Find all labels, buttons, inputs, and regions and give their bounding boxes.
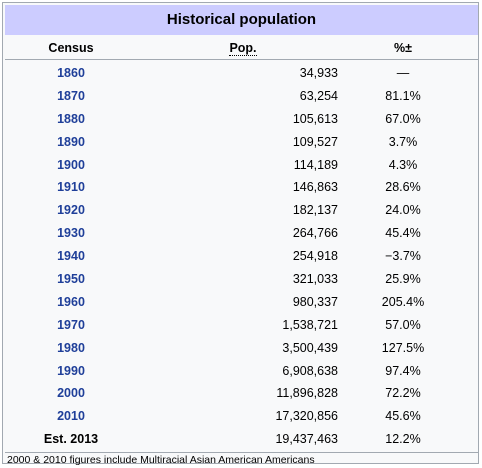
population-value: 321,033 xyxy=(292,272,338,287)
census-year-link[interactable]: 1860 xyxy=(57,66,85,80)
percent-change-value: 81.1% xyxy=(385,88,421,103)
percent-change-value: 45.6% xyxy=(385,409,421,424)
percent-change-value: 67.0% xyxy=(385,111,421,126)
population-value: 1,538,721 xyxy=(282,317,338,332)
percent-change-value: 24.0% xyxy=(385,203,421,218)
table-row: 1980 3,500,439 127.5% xyxy=(5,337,478,360)
table-row: 1890 109,527 3.7% xyxy=(5,131,478,154)
footer-divider xyxy=(5,452,478,453)
population-value: 6,908,638 xyxy=(282,363,338,378)
table-row: 1950 321,033 25.9% xyxy=(5,268,478,291)
percent-change-value: 97.4% xyxy=(385,363,421,378)
population-value: 182,137 xyxy=(292,203,338,218)
percent-change-value: 127.5% xyxy=(381,340,425,355)
population-value: 63,254 xyxy=(299,88,338,103)
population-value: 254,918 xyxy=(292,249,338,264)
census-year-link[interactable]: 1930 xyxy=(57,226,85,241)
census-year-link[interactable]: 1910 xyxy=(57,180,85,195)
table-row: 1870 63,254 81.1% xyxy=(5,85,478,108)
table-row: 1900 114,189 4.3% xyxy=(5,154,478,177)
percent-change-value: 12.2% xyxy=(385,432,421,447)
population-value: 17,320,856 xyxy=(275,409,338,424)
population-value: 19,437,463 xyxy=(275,432,338,447)
population-value: 109,527 xyxy=(292,134,338,149)
percent-change-value: 57.0% xyxy=(385,317,421,332)
census-year-link[interactable]: 1880 xyxy=(57,111,85,126)
percent-change-value: 205.4% xyxy=(381,294,425,309)
census-year-link[interactable]: 1900 xyxy=(57,157,85,172)
table-row: 1940 254,918 −3.7% xyxy=(5,245,478,268)
population-value: 264,766 xyxy=(292,226,338,241)
percent-change-value: 25.9% xyxy=(385,272,421,287)
header-census: Census xyxy=(48,41,94,55)
population-value: 105,613 xyxy=(292,111,338,126)
percent-change-value: −3.7% xyxy=(385,249,421,264)
table-row: 1920 182,137 24.0% xyxy=(5,199,478,222)
population-value: 3,500,439 xyxy=(282,340,338,355)
census-year-link[interactable]: 1960 xyxy=(57,294,85,309)
table-row: Est. 2013 19,437,463 12.2% xyxy=(5,428,478,451)
census-year-link[interactable]: 1870 xyxy=(57,88,85,103)
table-row: 2010 17,320,856 45.6% xyxy=(5,405,478,428)
population-value: 146,863 xyxy=(292,180,338,195)
table-row: 1970 1,538,721 57.0% xyxy=(5,314,478,337)
header-pct-label: %± xyxy=(394,41,412,55)
population-value: 34,933 xyxy=(299,66,338,80)
percent-change-value: 4.3% xyxy=(388,157,418,172)
census-year-link[interactable]: 1950 xyxy=(57,272,85,287)
header-population[interactable]: Pop. xyxy=(193,39,293,57)
table-row: 1880 105,613 67.0% xyxy=(5,108,478,131)
table-row: 1990 6,908,638 97.4% xyxy=(5,360,478,383)
table-row: 2000 11,896,828 72.2% xyxy=(5,382,478,405)
percent-change-value: — xyxy=(396,66,410,80)
table-row: 1860 34,933 — xyxy=(5,62,478,85)
census-year-link[interactable]: 2010 xyxy=(57,409,85,424)
header-divider xyxy=(5,59,478,60)
population-value: 980,337 xyxy=(292,294,338,309)
census-year-link[interactable]: 1970 xyxy=(57,317,85,332)
census-year-link[interactable]: 1940 xyxy=(57,249,85,264)
population-value: 11,896,828 xyxy=(276,386,338,401)
percent-change-value: 28.6% xyxy=(385,180,421,195)
table-footnote: 2000 & 2010 figures include Multiracial … xyxy=(7,454,315,466)
table-row: 1930 264,766 45.4% xyxy=(5,222,478,245)
census-year-link[interactable]: 1990 xyxy=(57,363,85,378)
census-year-link[interactable]: 1890 xyxy=(57,134,85,149)
percent-change-value: 45.4% xyxy=(385,226,421,241)
census-year-label: Est. 2013 xyxy=(43,432,99,447)
header-percent-change: %± xyxy=(363,39,443,57)
population-value: 114,189 xyxy=(293,157,338,172)
census-year-link[interactable]: 1980 xyxy=(57,340,85,355)
census-year-link[interactable]: 1920 xyxy=(57,203,85,218)
table-row: 1910 146,863 28.6% xyxy=(5,176,478,199)
percent-change-value: 72.2% xyxy=(385,386,421,401)
percent-change-value: 3.7% xyxy=(388,134,418,149)
census-year-link[interactable]: 2000 xyxy=(57,386,85,401)
table-title: Historical population xyxy=(5,5,478,35)
table-body: 1860 34,933 — 1870 63,254 81.1% 1880 105… xyxy=(5,62,478,451)
table-row: 1960 980,337 205.4% xyxy=(5,291,478,314)
header-pop-label: Pop. xyxy=(229,41,257,56)
